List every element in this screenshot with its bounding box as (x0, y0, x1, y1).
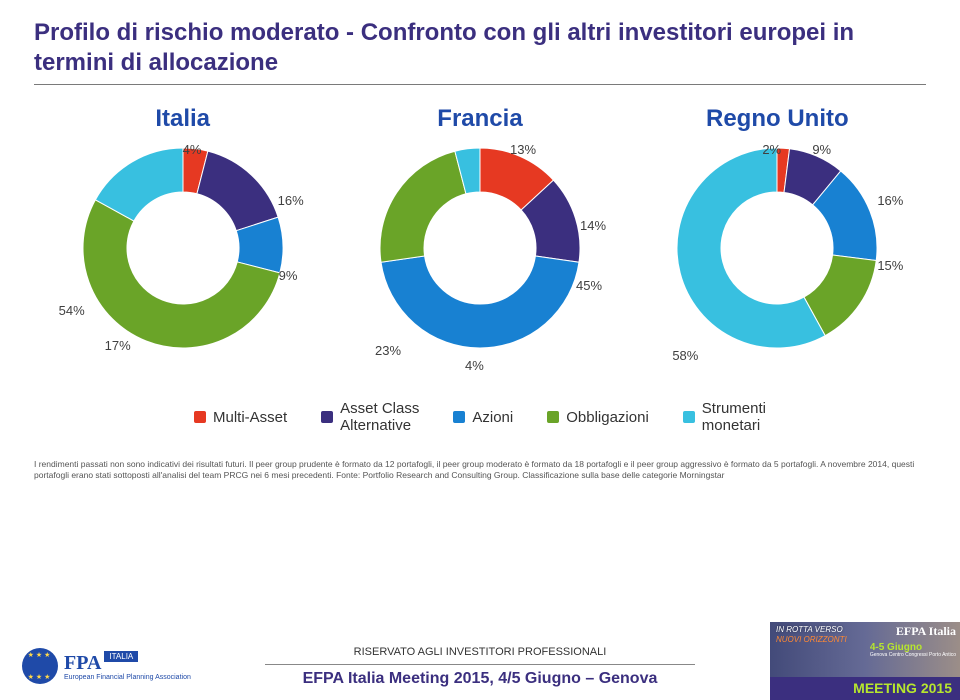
legend-item: Azioni (453, 400, 513, 435)
slice-label: 17% (105, 338, 131, 353)
legend-row: Multi-Asset Asset ClassAlternative Azioni O… (34, 400, 926, 435)
fpa-subtitle: European Financial Planning Association (64, 674, 191, 681)
legend-label: Strumentimonetari (702, 400, 766, 435)
donut-slice (380, 151, 466, 262)
slice-label: 54% (59, 303, 85, 318)
charts-row: 4%16%9%54%17%13%14%45%23%4%2%9%16%15%58% (34, 148, 926, 378)
slice-label: 4% (465, 358, 484, 373)
slice-label: 58% (672, 348, 698, 363)
legend-item: Obbligazioni (547, 400, 649, 435)
badge-tagline-2: NUOVI ORIZZONTI (776, 635, 847, 644)
footer-center: RISERVATO AGLI INVESTITORI PROFESSIONALI… (265, 646, 695, 688)
donut-chart: 4%16%9%54%17% (34, 148, 331, 378)
badge-photo: IN ROTTA VERSO NUOVI ORIZZONTI EFPA Ital… (770, 622, 960, 677)
footnote-text: I rendimenti passati non sono indicativi… (34, 459, 926, 482)
legend-item: Strumentimonetari (683, 400, 766, 435)
fpa-logo-text: FPAITALIA European Financial Planning As… (64, 652, 191, 681)
donut-chart: 2%9%16%15%58% (629, 148, 926, 378)
legend-label: Obbligazioni (566, 409, 649, 426)
meeting-title: EFPA Italia Meeting 2015, 4/5 Giugno – G… (265, 664, 695, 688)
legend-label: Azioni (472, 409, 513, 426)
country-label: Italia (34, 105, 331, 133)
confidential-label: RISERVATO AGLI INVESTITORI PROFESSIONALI (265, 646, 695, 658)
badge-dates: 4-5 Giugno Genova Centro Congressi Porto… (870, 642, 956, 659)
country-labels-row: Italia Francia Regno Unito (34, 105, 926, 133)
badge-efpa-logo: EFPA Italia (896, 624, 956, 639)
footer: FPAITALIA European Financial Planning As… (0, 622, 960, 700)
legend-swatch (321, 411, 333, 423)
legend-item: Asset ClassAlternative (321, 400, 419, 435)
slide-title: Profilo di rischio moderato - Confronto … (34, 18, 926, 78)
title-underline (34, 84, 926, 85)
badge-tagline-1: IN ROTTA VERSO (776, 625, 843, 634)
country-label: Regno Unito (629, 105, 926, 133)
badge-place-text: Genova Centro Congressi Porto Antico (870, 652, 956, 658)
slice-label: 14% (580, 218, 606, 233)
legend-swatch (547, 411, 559, 423)
legend-item: Multi-Asset (194, 400, 287, 435)
legend-swatch (194, 411, 206, 423)
legend-label: Asset ClassAlternative (340, 400, 419, 435)
slice-label: 45% (576, 278, 602, 293)
slice-label: 4% (183, 142, 202, 157)
fpa-logo: FPAITALIA European Financial Planning As… (22, 648, 191, 684)
country-label: Francia (331, 105, 628, 133)
legend-label: Multi-Asset (213, 409, 287, 426)
fpa-acronym: FPA (64, 652, 101, 674)
fpa-country-badge: ITALIA (104, 651, 138, 662)
slice-label: 16% (278, 193, 304, 208)
slice-label: 13% (510, 142, 536, 157)
slice-label: 9% (812, 142, 831, 157)
slice-label: 16% (877, 193, 903, 208)
event-badge: IN ROTTA VERSO NUOVI ORIZZONTI EFPA Ital… (770, 622, 960, 700)
donut-slice (197, 151, 278, 231)
slice-label: 2% (762, 142, 781, 157)
meeting-year-bar: MEETING 2015 (770, 677, 960, 700)
eu-stars-icon (22, 648, 58, 684)
donut-chart: 13%14%45%23%4% (331, 148, 628, 378)
legend-swatch (683, 411, 695, 423)
slice-label: 15% (877, 258, 903, 273)
slice-label: 23% (375, 343, 401, 358)
slice-label: 9% (279, 268, 298, 283)
donut-slice (381, 256, 579, 348)
slide-page: Profilo di rischio moderato - Confronto … (0, 0, 960, 700)
legend-swatch (453, 411, 465, 423)
